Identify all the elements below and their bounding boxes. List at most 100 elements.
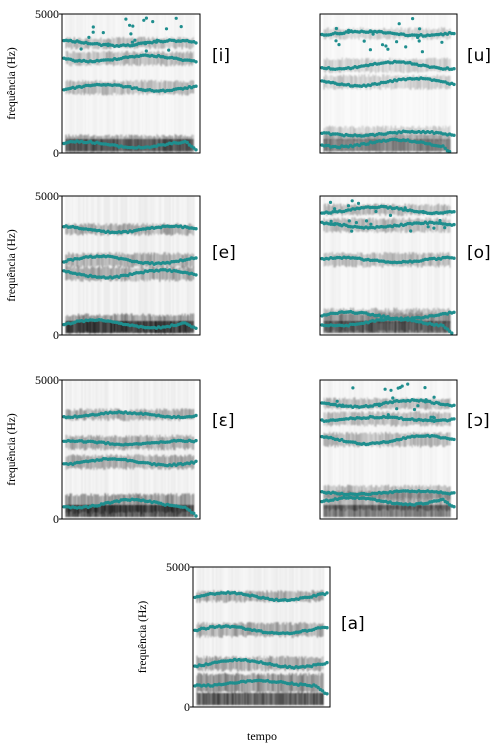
formant-point (383, 387, 387, 391)
formant-point (143, 42, 148, 46)
spectrogram-panel-1: 5000 0 frequência (Hz) [i] (6, 7, 230, 160)
formant-point (337, 43, 341, 47)
formant-point (133, 38, 137, 42)
formant-point (452, 437, 456, 442)
formant-point (452, 403, 456, 407)
spectrogram-panel-7: 5000 0 frequência (Hz) [a] (137, 560, 365, 714)
formant-point (452, 133, 456, 137)
formant-point (194, 227, 198, 231)
formant-point (412, 407, 417, 412)
formant-track-f1 (62, 318, 198, 330)
formant-point (437, 402, 441, 406)
formant-point (194, 148, 198, 152)
formant-point (349, 29, 353, 33)
formant-point (187, 508, 192, 512)
formant-track-f4 (320, 220, 456, 230)
formant-point (409, 229, 413, 233)
formant-track-f2 (320, 309, 456, 321)
formant-point (333, 207, 337, 211)
formant-point (79, 47, 83, 51)
spectrogram-panel-2: [u] (319, 13, 491, 154)
formant-point (374, 209, 378, 214)
formant-tracks (62, 16, 198, 152)
formant-track-f5 (320, 398, 456, 409)
formant-track-f4 (62, 224, 198, 235)
formant-point (194, 84, 198, 88)
formant-point (443, 146, 447, 150)
formant-track-f3 (320, 255, 456, 265)
formant-point (397, 22, 401, 26)
formant-point (368, 48, 372, 52)
plot-frame (61, 379, 201, 520)
vowel-label: [ɔ] (467, 411, 490, 431)
formant-point (356, 201, 361, 205)
plot-frame (319, 195, 458, 336)
formant-point (404, 45, 408, 49)
formant-point (424, 398, 428, 402)
formant-track-f1 (193, 678, 329, 696)
y-axis-label: frequência (Hz) (137, 601, 149, 674)
formant-point (445, 327, 450, 331)
plot-frame (319, 13, 458, 154)
formant-point (144, 49, 148, 53)
formant-point (194, 438, 198, 443)
y-tick-label-top: 5000 (35, 189, 59, 203)
formant-point (441, 323, 445, 328)
formant-point (417, 39, 421, 43)
formant-point (441, 497, 445, 501)
formant-point (151, 20, 155, 24)
formant-point (332, 223, 337, 227)
formant-point (452, 210, 456, 214)
formant-point (338, 31, 343, 35)
formant-point (346, 204, 351, 208)
plot-frame (61, 195, 201, 336)
formant-point (364, 219, 369, 223)
formant-track-f2 (62, 457, 198, 468)
formant-track-f2 (193, 657, 329, 670)
formant-track-f2 (320, 489, 456, 497)
formant-point (335, 399, 339, 403)
formant-point (351, 386, 355, 390)
formant-point (418, 27, 422, 31)
formant-point (362, 39, 366, 43)
formant-point (144, 16, 148, 20)
stray-formant-points (328, 199, 447, 233)
formant-track-f2 (62, 82, 198, 93)
formant-track-f3 (193, 624, 329, 636)
formant-point (106, 42, 110, 46)
formant-point (421, 210, 425, 215)
vowel-label: [i] (212, 46, 230, 66)
vowel-label: [a] (341, 614, 365, 634)
vowel-label: [u] (467, 46, 491, 66)
y-axis-label: frequência (Hz) (6, 229, 18, 302)
spectrogram-panel-4: [o] (319, 195, 491, 336)
formant-point (452, 256, 456, 260)
y-tick-label-bottom: 0 (53, 146, 59, 160)
formant-point (185, 140, 189, 145)
formant-point (452, 31, 456, 36)
formant-point (420, 50, 424, 54)
formant-point (440, 40, 444, 44)
formant-point (452, 417, 456, 421)
formant-point (452, 505, 456, 509)
formant-point (452, 222, 456, 227)
formant-point (416, 35, 420, 40)
formant-track-f4 (320, 414, 456, 423)
spectrogram-panel-6: [ɔ] (319, 379, 490, 520)
y-tick-label-top: 5000 (166, 560, 190, 574)
formant-track-f3 (320, 433, 456, 447)
formant-point (174, 16, 178, 20)
formant-point (450, 331, 454, 335)
formant-point (142, 18, 146, 22)
formant-point (452, 67, 456, 71)
formant-point (325, 591, 329, 595)
formant-point (452, 310, 456, 314)
formant-tracks (62, 410, 198, 518)
formant-point (194, 326, 198, 330)
spectrogram-image (62, 196, 200, 335)
formant-point (354, 221, 358, 225)
vowel-label: [ε] (212, 411, 234, 431)
formant-point (447, 149, 452, 154)
formant-point (366, 142, 370, 146)
formant-point (194, 459, 198, 463)
